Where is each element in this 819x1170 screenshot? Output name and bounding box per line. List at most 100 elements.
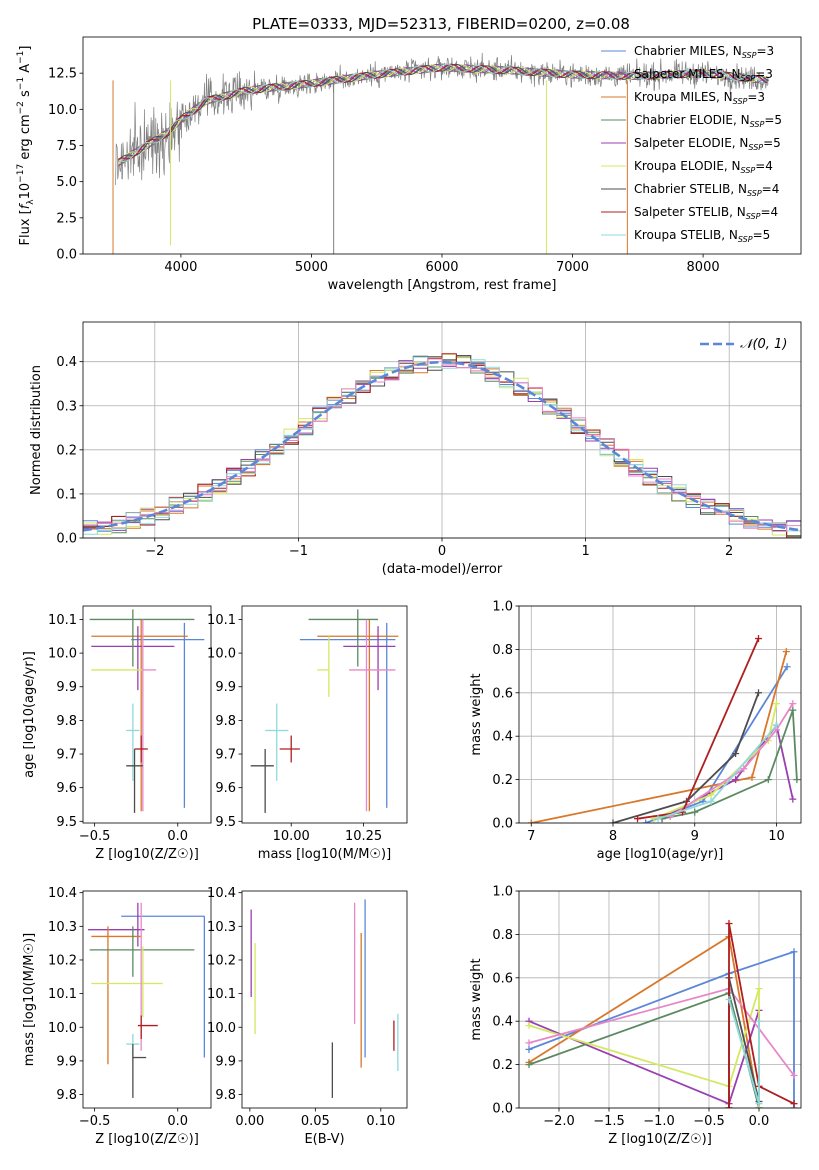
y-tick-label: 0.4 [492,730,513,745]
x-tick-label: −0.5 [79,1114,111,1129]
legend-subscript: SSP [747,189,762,198]
y-label-part: A [18,64,33,77]
axes-frame [82,36,802,255]
y-tick-label: 10.0 [48,103,77,118]
weight-series-line [528,991,760,1108]
plot-area [250,609,399,813]
y-label-part: −2 [16,101,26,114]
axes-frame [518,890,802,1109]
y-tick-label: 2.5 [56,211,77,226]
y-tick-label: 0.8 [492,928,513,943]
y-axis-label: mass [log10(M/M☉)] [22,933,37,1066]
mass-vs-ebv-panel: 0.00 0.05 0.10 9.8 9.9 10.0 10.1 10.2 10.3 10.4 E(… [207,886,408,1147]
y-label-part: Flux [ [18,209,33,245]
y-tick-label: 9.9 [56,1054,77,1069]
legend-suffix: =3 [747,90,765,104]
axes-frame [82,605,212,824]
legend-label: Salpeter ELODIE, NSSP=5 [634,136,781,152]
weight-series-line [728,923,795,1108]
y-tick-label: 10.0 [207,1021,236,1036]
y-tick-label: 9.8 [56,1088,77,1103]
plot-area [250,899,399,1098]
plot-area [87,902,206,1098]
y-tick-label: 7.5 [56,139,77,154]
y-tick-label: 10.0 [207,647,236,662]
y-tick-label: 0.0 [56,532,77,547]
legend-text: Kroupa STELIB, N [634,228,738,242]
x-tick-label: 0 [438,544,446,559]
y-tick-label: 10.3 [48,920,77,935]
y-tick-label: 10.1 [48,987,77,1002]
y-tick-label: 10.4 [48,886,77,901]
weight-vs-metallicity-panel: −2.0 −1.5 −1.0 −0.5 0.0 0.0 0.2 0.4 0.6 0.8 1.0 Z [… [469,885,802,1147]
weight-series-line [669,703,794,818]
y-tick-label: 9.5 [215,815,236,830]
y-tick-label: 10.1 [48,613,77,628]
y-axis-label: mass weight [469,673,484,755]
y-tick-label: 9.6 [215,781,236,796]
x-tick-label: 2 [725,544,733,559]
y-label-part: −17 [16,164,26,183]
legend-subscript: SSP [746,212,761,221]
y-tick-label: 9.9 [215,1054,236,1069]
weight-series-line [645,666,788,823]
y-tick-label: 9.7 [215,748,236,763]
weight-series-line [528,935,760,1108]
legend-text: Salpeter STELIB, N [634,205,746,219]
x-tick-label: 4000 [164,260,197,275]
legend-label: Chabrier ELODIE, NSSP=5 [634,113,782,129]
x-tick-label: 0.00 [235,1114,264,1129]
x-tick-label: 10.00 [273,829,310,844]
y-label-part: f [18,202,33,209]
x-axis-label: wavelength [Angstrom, rest frame] [328,278,557,293]
age-vs-metallicity-panel: −0.5 0.0 9.5 9.6 9.7 9.8 9.9 10.0 10.1 Z [log10(Z… [22,605,212,862]
y-tick-label: 0.0 [492,1102,513,1117]
weight-series-line [661,723,794,820]
x-tick-label: −2.0 [543,1114,575,1129]
spectrum-panel: 4000 5000 6000 7000 8000 0.0 2.5 5.0 7.5 10.0 12.5… [16,36,802,293]
x-tick-label: −1 [289,544,308,559]
y-tick-label: 0.4 [492,1015,513,1030]
y-axis-label: Flux [fλ10−17 erg cm−2 s−1 A−1] [16,46,36,246]
legend-label: Salpeter STELIB, NSSP=4 [634,205,778,221]
legend-text: Kroupa ELODIE, N [634,159,741,173]
legend-text: Chabrier MILES, N [634,44,742,58]
x-tick-label: 6000 [425,260,458,275]
x-tick-label: 0.0 [749,1114,770,1129]
axes-frame [82,890,212,1109]
y-tick-label: 0.3 [56,399,77,414]
y-tick-label: 10.0 [48,1021,77,1036]
legend-suffix: =4 [760,205,778,219]
y-tick-label: 0.6 [492,971,513,986]
legend-subscript: SSP [741,74,756,83]
legend-label: Salpeter MILES, NSSP=3 [634,67,773,83]
y-label-part: ] [18,46,33,51]
x-axis-label: Z [log10(Z/Z☉)] [608,1132,712,1147]
y-tick-label: 9.8 [56,714,77,729]
y-tick-label: 0.8 [492,643,513,658]
legend-label: Chabrier STELIB, NSSP=4 [634,182,779,198]
y-label-part: erg cm [18,114,33,163]
normal-distribution-curve [83,360,801,532]
y-label-part: −1 [16,51,26,64]
legend-label: 𝒩(0, 1) [740,337,787,352]
x-tick-label: 5000 [295,260,328,275]
plot-area [525,920,798,1108]
x-tick-label: −1.0 [643,1114,675,1129]
x-tick-label: −2 [145,544,164,559]
legend-label: Chabrier MILES, NSSP=3 [634,44,774,60]
y-tick-label: 0.6 [492,686,513,701]
x-tick-label: 10.25 [345,829,382,844]
y-tick-label: 9.9 [215,680,236,695]
y-tick-label: 0.0 [492,817,513,832]
y-tick-label: 1.0 [492,600,513,615]
model-spectrum-line [117,63,769,167]
y-tick-label: 0.2 [492,1058,513,1073]
legend-subscript: SSP [741,166,756,175]
plot-area [112,52,769,254]
x-tick-label: −0.5 [693,1114,725,1129]
y-label-part: 10 [18,183,33,200]
y-tick-label: 10.1 [207,613,236,628]
x-axis-label: E(B-V) [304,1132,344,1147]
